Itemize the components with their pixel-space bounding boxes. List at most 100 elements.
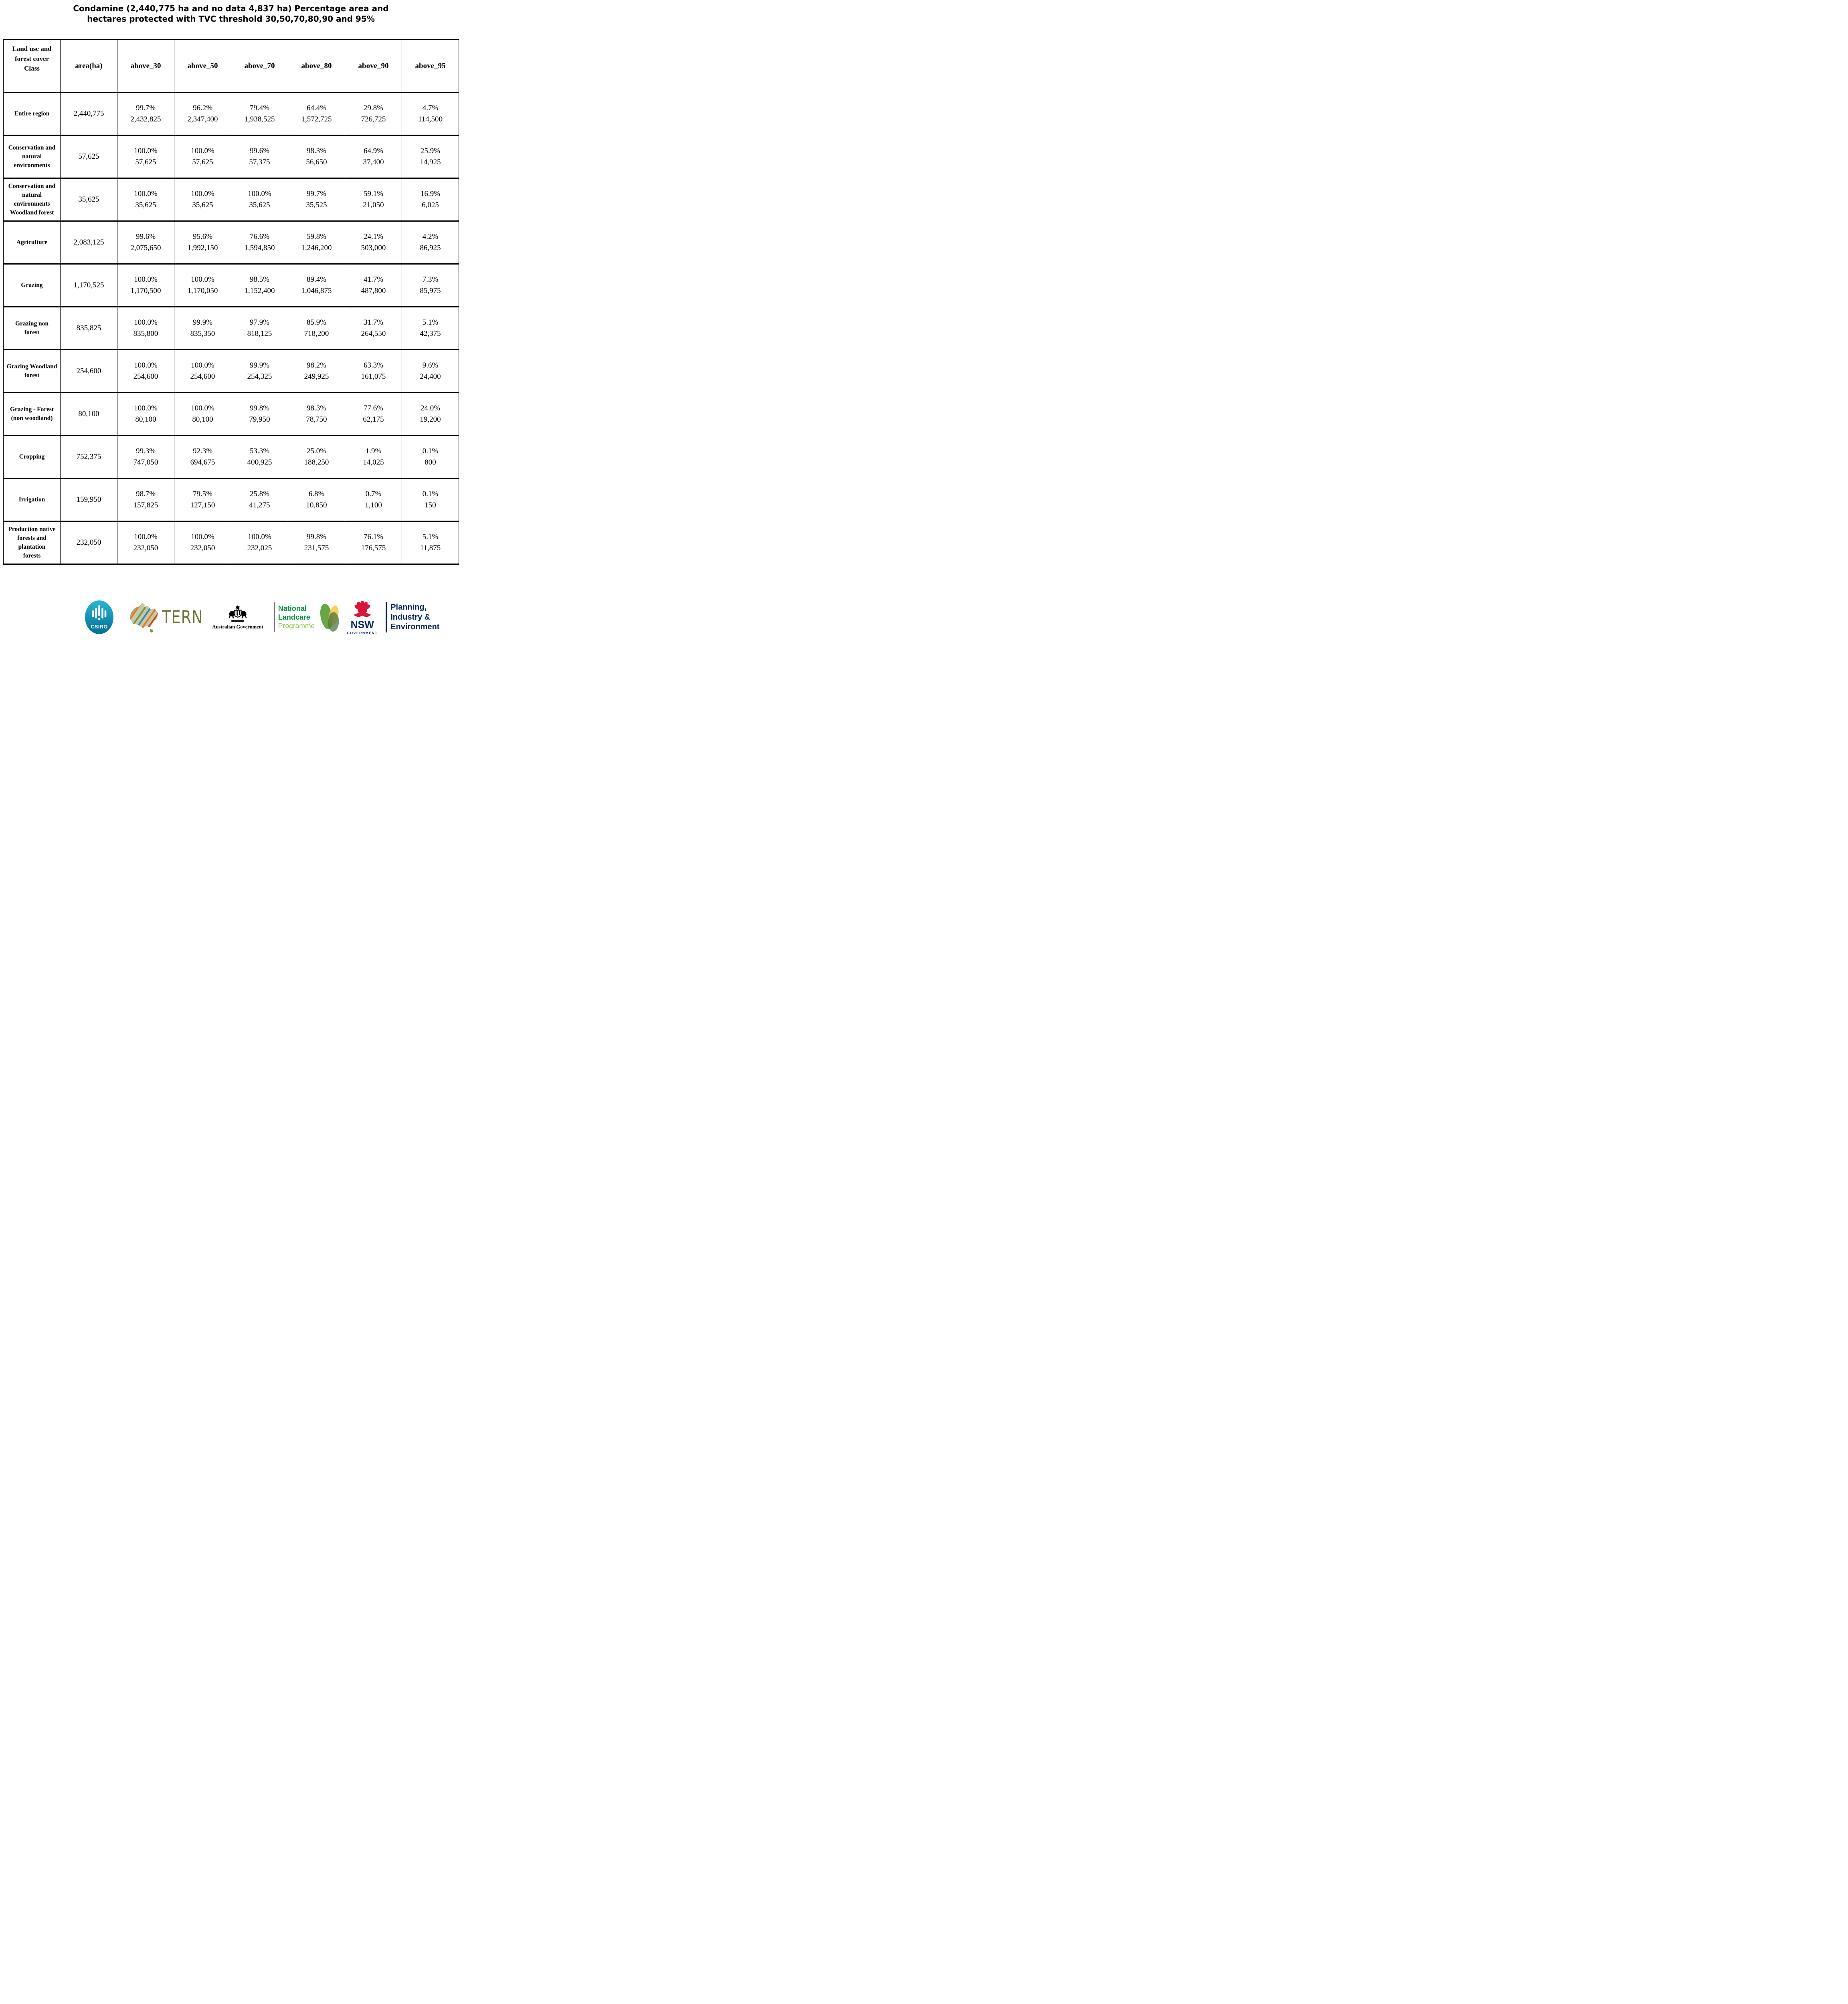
- row-class-label: Entire region: [3, 92, 61, 136]
- row-threshold-cell: 100.0% 835,800: [117, 306, 174, 350]
- col-header-above-30: above_30: [117, 39, 174, 93]
- row-threshold-cell: 41.7% 487,800: [345, 263, 402, 307]
- row-threshold-cell: 24.1% 503,000: [345, 220, 402, 265]
- tern-label: TERN: [162, 607, 203, 628]
- row-threshold-cell: 64.9% 37,400: [345, 135, 402, 179]
- row-threshold-cell: 99.9% 254,325: [231, 349, 288, 393]
- department-line-1: Planning,: [390, 603, 427, 612]
- row-threshold-cell: 29.8% 726,725: [345, 92, 402, 136]
- row-threshold-cell: 100.0% 254,600: [174, 349, 231, 393]
- row-threshold-cell: 9.6% 24,400: [402, 349, 459, 393]
- col-header-above-70: above_70: [231, 39, 288, 93]
- row-class-label: Production native forests and plantation…: [3, 521, 61, 565]
- row-threshold-cell: 5.1% 11,875: [402, 521, 459, 565]
- row-area-cell: 35,625: [60, 178, 117, 222]
- table-row: Grazing non forest 835,825 100.0% 835,800 9…: [3, 306, 459, 350]
- row-threshold-cell: 100.0% 57,625: [117, 135, 174, 179]
- row-area-cell: 254,600: [60, 349, 117, 393]
- row-threshold-cell: 63.3% 161,075: [345, 349, 402, 393]
- row-class-label: Grazing: [3, 263, 61, 307]
- nsw-label: NSW: [350, 619, 374, 630]
- row-threshold-cell: 85.9% 718,200: [288, 306, 345, 350]
- row-threshold-cell: 100.0% 232,050: [117, 521, 174, 565]
- table-header-row: Land use and forest cover Class area(ha)…: [3, 39, 459, 93]
- page-title-line-2: hectares protected with TVC threshold 30…: [87, 14, 375, 24]
- nsw-waratah-icon: [353, 600, 371, 617]
- tern-logo: TERN: [127, 601, 206, 633]
- table-row: Agriculture 2,083,125 99.6% 2,075,650 95.6%…: [3, 220, 459, 265]
- row-area-cell: 1,170,525: [60, 263, 117, 307]
- table-row: Production native forests and plantation…: [3, 521, 459, 565]
- row-threshold-cell: 97.9% 818,125: [231, 306, 288, 350]
- table-row: Conservation and natural environments 57,…: [3, 135, 459, 179]
- row-threshold-cell: 100.0% 80,100: [117, 392, 174, 436]
- col-header-above-80: above_80: [288, 39, 345, 93]
- row-threshold-cell: 64.4% 1,572,725: [288, 92, 345, 136]
- national-landcare-programme-logo: National Landcare Programme: [278, 602, 344, 633]
- table-row: Cropping 752,375 99.3% 747,050 92.3% 694,67…: [3, 435, 459, 479]
- col-header-area-ha: area(ha): [60, 39, 117, 93]
- department-line-2: Industry &: [390, 612, 431, 622]
- page-title: Condamine (2,440,775 ha and no data 4,83…: [0, 3, 462, 24]
- row-threshold-cell: 25.8% 41,275: [231, 478, 288, 522]
- row-threshold-cell: 98.3% 78,750: [288, 392, 345, 436]
- row-threshold-cell: 100.0% 232,050: [174, 521, 231, 565]
- row-threshold-cell: 31.7% 264,550: [345, 306, 402, 350]
- row-class-label: Agriculture: [3, 220, 61, 265]
- row-threshold-cell: 100.0% 35,625: [117, 178, 174, 222]
- tern-australia-map-icon: [130, 603, 158, 633]
- row-threshold-cell: 6.8% 10,850: [288, 478, 345, 522]
- row-threshold-cell: 98.3% 56,650: [288, 135, 345, 179]
- row-threshold-cell: 100.0% 1,170,050: [174, 263, 231, 307]
- row-threshold-cell: 92.3% 694,675: [174, 435, 231, 479]
- row-class-label: Grazing - Forest (non woodland): [3, 392, 61, 436]
- row-threshold-cell: 99.8% 231,575: [288, 521, 345, 565]
- row-threshold-cell: 99.7% 35,525: [288, 178, 345, 222]
- col-header-above-95: above_95: [402, 39, 459, 93]
- row-threshold-cell: 98.7% 157,825: [117, 478, 174, 522]
- landcare-line-3: Programme: [278, 621, 315, 630]
- table-header: Land use and forest cover Class area(ha)…: [3, 39, 459, 93]
- row-class-label: Grazing non forest: [3, 306, 61, 350]
- row-threshold-cell: 16.9% 6,025: [402, 178, 459, 222]
- landcare-line-2: Landcare: [278, 613, 310, 621]
- page-title-line-1: Condamine (2,440,775 ha and no data 4,83…: [73, 4, 389, 13]
- table-body: Entire region 2,440,775 99.7% 2,432,825 96.…: [3, 92, 459, 565]
- table-row: Entire region 2,440,775 99.7% 2,432,825 96.…: [3, 92, 459, 136]
- row-threshold-cell: 89.4% 1,046,875: [288, 263, 345, 307]
- row-threshold-cell: 59.1% 21,050: [345, 178, 402, 222]
- row-threshold-cell: 77.6% 62,175: [345, 392, 402, 436]
- landcare-text: National Landcare Programme: [278, 604, 315, 630]
- csiro-icon: [85, 600, 113, 634]
- col-header-land-use-class: Land use and forest cover Class: [3, 39, 61, 93]
- row-threshold-cell: 100.0% 1,170,500: [117, 263, 174, 307]
- row-class-label: Cropping: [3, 435, 61, 479]
- csiro-label: CSIRO: [91, 624, 108, 630]
- logo-divider-navy: [386, 602, 387, 632]
- row-threshold-cell: 24.0% 19,200: [402, 392, 459, 436]
- row-area-cell: 2,083,125: [60, 220, 117, 265]
- row-threshold-cell: 4.7% 114,500: [402, 92, 459, 136]
- landcare-line-1: National: [278, 604, 307, 613]
- row-threshold-cell: 99.7% 2,432,825: [117, 92, 174, 136]
- row-class-label: Grazing Woodland forest: [3, 349, 61, 393]
- footer-logos: CSIRO TERN: [85, 599, 439, 635]
- row-area-cell: 159,950: [60, 478, 117, 522]
- australian-government-crest-icon: [228, 605, 247, 622]
- row-threshold-cell: 99.8% 79,950: [231, 392, 288, 436]
- row-class-label: Irrigation: [3, 478, 61, 522]
- table-row: Irrigation 159,950 98.7% 157,825 79.5% 127,…: [3, 478, 459, 522]
- tvc-threshold-table: Land use and forest cover Class area(ha)…: [3, 39, 459, 565]
- row-threshold-cell: 1.9% 14,025: [345, 435, 402, 479]
- row-threshold-cell: 98.2% 249,925: [288, 349, 345, 393]
- row-class-label: Conservation and natural environments Wo…: [3, 178, 61, 222]
- row-area-cell: 835,825: [60, 306, 117, 350]
- row-threshold-cell: 99.9% 835,350: [174, 306, 231, 350]
- col-header-above-50: above_50: [174, 39, 231, 93]
- row-threshold-cell: 76.6% 1,594,850: [231, 220, 288, 265]
- row-area-cell: 57,625: [60, 135, 117, 179]
- row-threshold-cell: 99.3% 747,050: [117, 435, 174, 479]
- australian-government-label: Australian Government: [212, 624, 263, 630]
- landcare-leaves-icon: [320, 604, 339, 632]
- australian-government-logo: Australian Government: [212, 604, 263, 630]
